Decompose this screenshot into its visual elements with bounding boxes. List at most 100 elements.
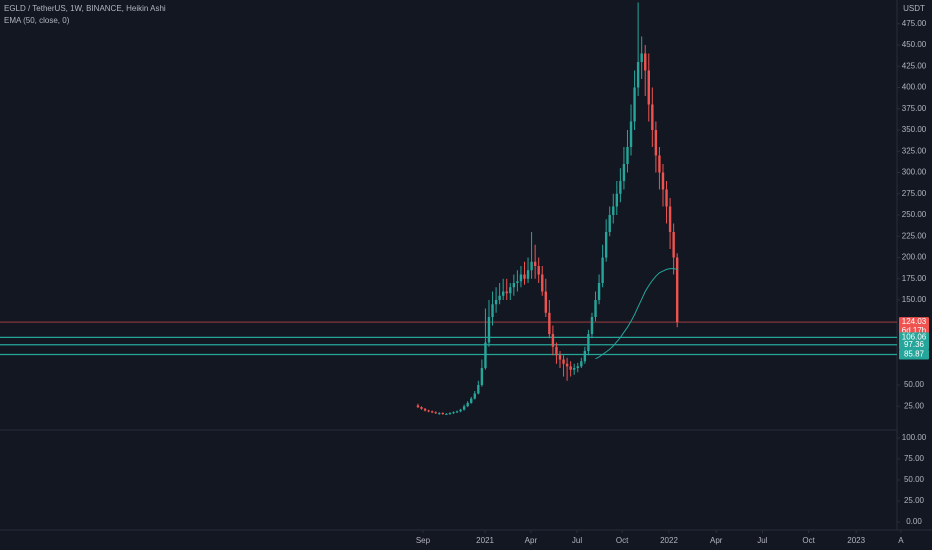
candle-body — [484, 342, 487, 369]
y-tick-label: 425.00 — [902, 61, 927, 70]
price-label: 85.87 — [904, 350, 925, 359]
x-tick-label: 2022 — [660, 536, 678, 545]
x-tick-label: Apr — [710, 536, 723, 545]
candle-body — [509, 287, 512, 294]
x-tick-label: Apr — [525, 536, 538, 545]
y-tick-label: 150.00 — [902, 295, 927, 304]
candle-body — [551, 334, 555, 347]
candle-body — [416, 405, 420, 408]
candle-body — [647, 70, 650, 105]
candle-body — [533, 261, 537, 267]
candle-body — [501, 291, 505, 296]
candle-body — [654, 129, 658, 156]
candle-body — [587, 334, 590, 352]
candle-body — [505, 291, 508, 294]
candle-body — [420, 407, 423, 409]
y-tick-label: 200.00 — [902, 253, 927, 262]
x-tick-label: 2023 — [847, 536, 865, 545]
candle-body — [590, 317, 594, 335]
candle-body — [466, 402, 469, 407]
candle-body — [473, 393, 476, 399]
y-tick-label: 0.00 — [906, 517, 922, 526]
candle-body — [668, 206, 672, 233]
x-tick-label: Oct — [802, 536, 815, 545]
x-tick-label: A — [898, 536, 904, 545]
candle-body — [430, 411, 434, 413]
x-tick-label: Sep — [416, 536, 431, 545]
y-tick-label: 225.00 — [902, 231, 927, 240]
price-label: 106.06 — [902, 332, 927, 341]
candle-body — [622, 163, 626, 181]
candle-body — [576, 366, 579, 369]
candle-body — [462, 406, 466, 410]
y-tick-label: 400.00 — [902, 83, 927, 92]
y-tick-label: 300.00 — [902, 168, 927, 177]
y-tick-label: 375.00 — [902, 104, 927, 113]
candle-body — [619, 180, 622, 194]
candle-body — [636, 61, 640, 88]
candle-body — [562, 359, 565, 364]
candle-body — [494, 300, 498, 305]
price-label-box — [899, 349, 929, 360]
candle-body — [548, 312, 551, 335]
candle-body — [544, 291, 547, 313]
candle-body — [573, 368, 576, 370]
candle-body — [644, 53, 647, 71]
chart-title: EGLD / TetherUS, 1W, BINANCE, Heikin Ash… — [4, 4, 166, 13]
candle-body — [434, 412, 437, 414]
candle-body — [608, 215, 611, 233]
candle-body — [541, 274, 544, 292]
y-tick-label: 275.00 — [902, 189, 927, 198]
candle-body — [661, 172, 665, 190]
price-label-box — [899, 339, 929, 350]
x-tick-label: Jul — [757, 536, 767, 545]
countdown: 6d 17h — [902, 326, 926, 335]
candle-body — [487, 317, 491, 343]
candle-body — [516, 281, 519, 284]
y-tick-label: 25.00 — [904, 496, 925, 505]
indicator-label: EMA (50, close, 0) — [4, 16, 70, 25]
candle-body — [651, 104, 654, 130]
candle-body — [445, 413, 448, 415]
candle-body — [470, 398, 473, 403]
candle-body — [448, 413, 452, 415]
candle-body — [583, 351, 587, 362]
axis-unit: USDT — [903, 4, 925, 13]
y-tick-label: 25.00 — [904, 401, 925, 410]
candle-body — [615, 193, 619, 207]
candle-body — [491, 304, 494, 318]
candle-body — [498, 295, 501, 301]
candle-body — [427, 410, 430, 412]
candle-body — [640, 53, 643, 62]
candle-body — [480, 368, 484, 386]
price-label-box — [899, 317, 929, 338]
candle-body — [665, 189, 668, 207]
candle-body — [601, 257, 604, 284]
candle-body — [441, 413, 445, 415]
candle-body — [537, 266, 540, 275]
y-tick-label: 100.00 — [902, 433, 927, 442]
y-tick-label: 50.00 — [904, 380, 925, 389]
y-tick-label: 250.00 — [902, 210, 927, 219]
y-tick-label: 175.00 — [902, 274, 927, 283]
y-tick-label: 325.00 — [902, 146, 927, 155]
candle-body — [423, 408, 427, 411]
candle-body — [555, 346, 558, 356]
y-tick-label: 75.00 — [904, 454, 925, 463]
candle-body — [580, 361, 583, 367]
candle-body — [658, 155, 661, 173]
y-tick-label: 475.00 — [902, 19, 927, 28]
y-tick-label: 350.00 — [902, 125, 927, 134]
candle-body — [597, 283, 601, 301]
price-label: 124.03 — [902, 317, 927, 326]
candle-body — [675, 257, 679, 323]
candle-body — [452, 412, 455, 414]
candle-body — [626, 146, 629, 164]
ema-line — [595, 268, 678, 360]
candle-body — [633, 87, 636, 122]
x-tick-label: Oct — [616, 536, 629, 545]
candle-body — [523, 274, 526, 279]
candle-body — [455, 411, 459, 413]
